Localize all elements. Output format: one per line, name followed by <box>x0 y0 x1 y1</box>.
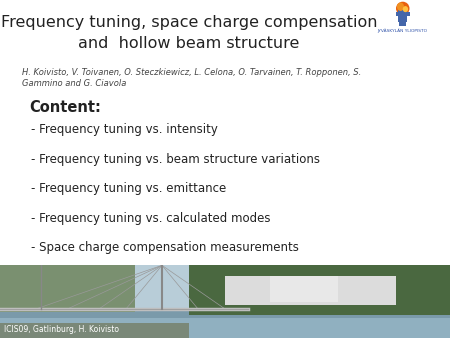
Text: ICIS09, Gatlinburg, H. Koivisto: ICIS09, Gatlinburg, H. Koivisto <box>4 325 120 334</box>
Text: - Space charge compensation measurements: - Space charge compensation measurements <box>31 241 298 254</box>
Text: - Frequency tuning vs. calculated modes: - Frequency tuning vs. calculated modes <box>31 212 270 224</box>
Bar <box>225 275 396 305</box>
Bar <box>399 21 406 26</box>
Bar <box>0 265 135 312</box>
Ellipse shape <box>397 2 404 11</box>
Bar <box>396 12 410 16</box>
Text: Frequency tuning, space charge compensation
and  hollow beam structure: Frequency tuning, space charge compensat… <box>1 15 377 51</box>
Bar <box>0 310 450 338</box>
Bar <box>270 275 338 301</box>
Text: H. Koivisto, V. Toivanen, O. Steczkiewicz, L. Celona, O. Tarvainen, T. Ropponen,: H. Koivisto, V. Toivanen, O. Steczkiewic… <box>22 68 362 88</box>
Text: Content:: Content: <box>29 100 101 115</box>
Bar <box>0 265 450 338</box>
Ellipse shape <box>396 2 410 15</box>
Bar <box>189 265 450 315</box>
Text: - Frequency tuning vs. beam structure variations: - Frequency tuning vs. beam structure va… <box>31 153 320 166</box>
Ellipse shape <box>403 6 408 12</box>
Text: JYVÄSKYLÄN YLIOPISTO: JYVÄSKYLÄN YLIOPISTO <box>378 29 428 33</box>
Bar <box>0 318 450 338</box>
Text: - Frequency tuning vs. emittance: - Frequency tuning vs. emittance <box>31 182 226 195</box>
Text: - Frequency tuning vs. intensity: - Frequency tuning vs. intensity <box>31 123 217 136</box>
Bar <box>398 8 407 22</box>
Bar <box>0 323 189 338</box>
Bar <box>0 0 450 265</box>
